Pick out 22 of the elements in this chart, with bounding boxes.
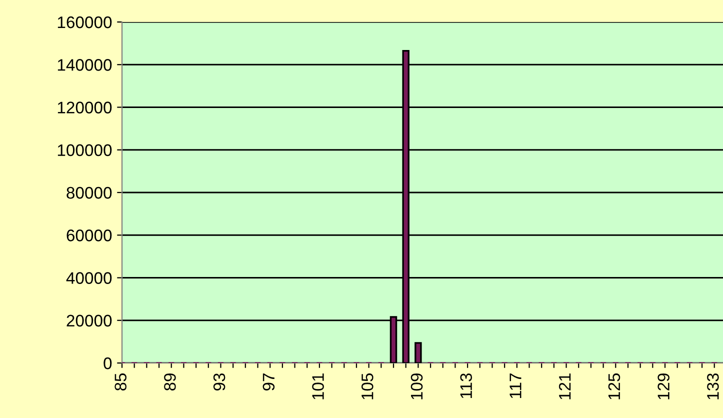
x-tick-label: 121	[558, 374, 571, 400]
x-tick-label: 89	[164, 374, 176, 391]
y-tick-label: 100000	[58, 144, 112, 156]
x-tick-label: 93	[213, 373, 226, 390]
x-tick-label: 97	[262, 374, 275, 390]
x-tick-label: 117	[510, 374, 522, 398]
y-tick-label: 140000	[58, 59, 112, 71]
y-tick-label: 20000	[66, 314, 112, 327]
y-tick-label: 120000	[58, 102, 112, 114]
y-tick-label: 40000	[66, 272, 112, 284]
x-tick-label: 113	[460, 373, 472, 398]
x-tick-label: 85	[114, 373, 126, 391]
x-tick-label: 133	[707, 373, 719, 400]
y-tick-label: 60000	[66, 230, 112, 242]
x-tick-label: 101	[312, 374, 324, 400]
x-tick-label: 129	[658, 374, 670, 400]
y-tick-label: 160000	[58, 16, 112, 28]
x-tick-label: 125	[608, 373, 620, 400]
y-tick-label: 0	[104, 357, 112, 370]
y-tick-label: 80000	[66, 186, 112, 199]
x-tick-label: 109	[410, 374, 423, 400]
x-tick-label: 105	[361, 373, 374, 400]
